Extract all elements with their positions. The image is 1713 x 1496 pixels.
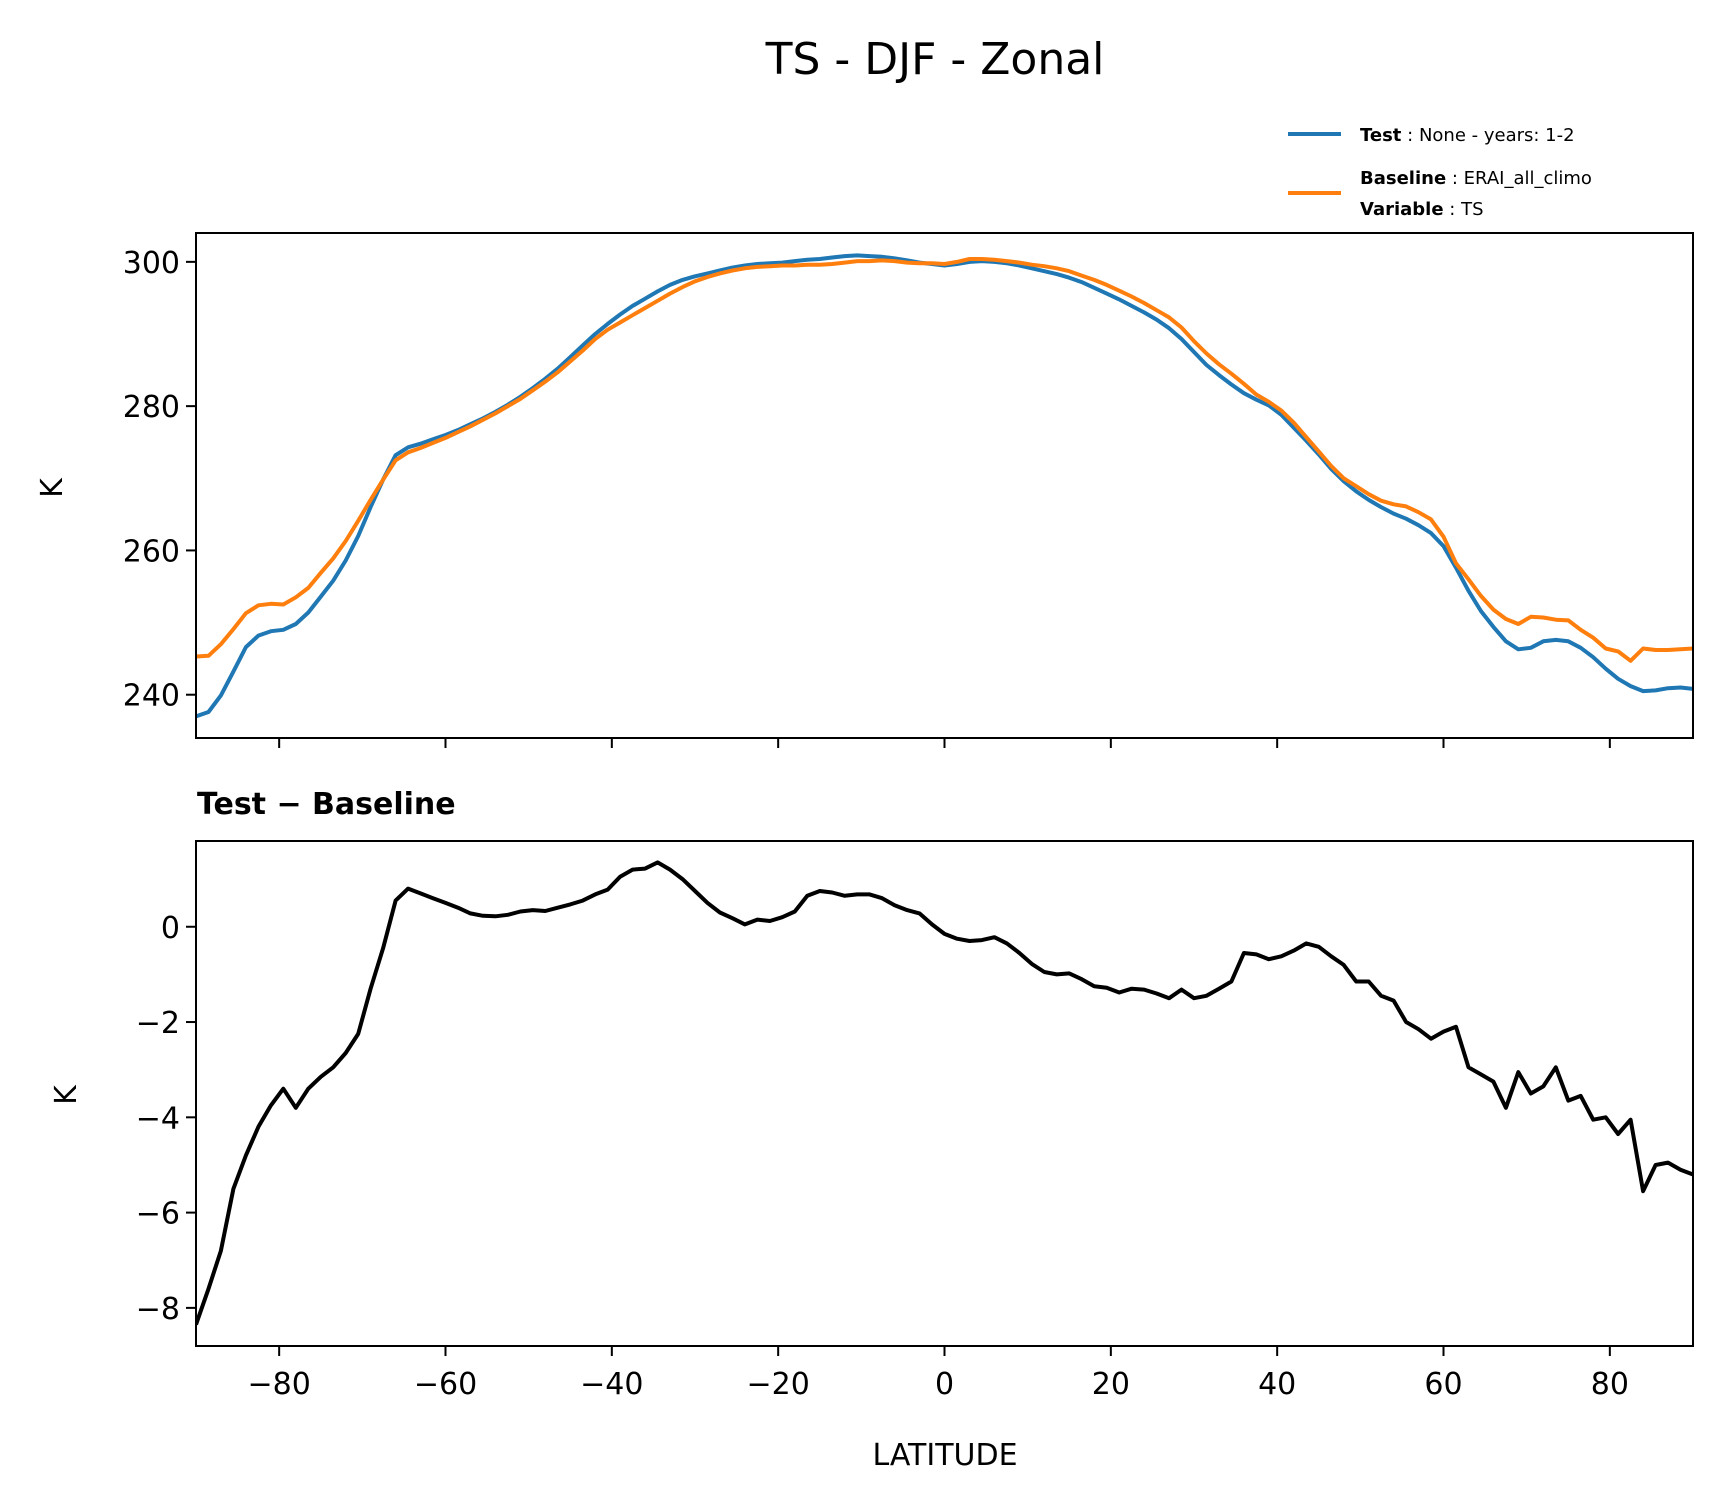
top-series-line-test <box>196 253 1693 719</box>
bottom-y-tick-label: −6 <box>136 1197 180 1232</box>
bottom-x-tick-label: 40 <box>1258 1367 1296 1402</box>
legend-baseline-value: ERAI_all_climo <box>1464 168 1592 189</box>
top-y-tick-label: 300 <box>123 246 180 281</box>
top-panel: 240 260 280 300 K <box>35 232 1694 748</box>
bottom-x-tick-label: 80 <box>1591 1367 1629 1402</box>
bottom-x-tick-label: −20 <box>747 1367 810 1402</box>
x-axis-label: LATITUDE <box>872 1438 1017 1473</box>
bottom-series-group <box>196 860 1693 1326</box>
legend-test-value: None - years: 1-2 <box>1419 125 1575 146</box>
bottom-x-axis: −80 −60 −40 −20 0 20 40 60 80 <box>248 1346 1629 1402</box>
top-y-axis: 240 260 280 300 <box>123 246 196 714</box>
chart-title: TS - DJF - Zonal <box>765 34 1105 85</box>
top-x-axis <box>278 738 1611 748</box>
top-series-line-baseline <box>196 257 1693 663</box>
bottom-x-tick-label: −60 <box>414 1367 477 1402</box>
top-series-group <box>196 253 1693 719</box>
bottom-y-tick-label: −8 <box>136 1292 180 1327</box>
bottom-panel: Test − Baseline −8−6−4−20 −80 −60 −40 −20 0 2… <box>49 787 1694 1473</box>
bottom-x-tick-label: 60 <box>1424 1367 1462 1402</box>
top-plot-frame <box>195 232 1694 739</box>
bottom-y-tick-label: −4 <box>136 1101 180 1136</box>
top-y-axis-label: K <box>35 477 70 498</box>
bottom-x-tick-label: 0 <box>935 1367 954 1402</box>
bottom-series-line-difference <box>196 860 1693 1326</box>
bottom-plot-frame <box>195 840 1694 1347</box>
legend-baseline-key: Baseline <box>1360 168 1446 189</box>
bottom-y-tick-label: −2 <box>136 1006 180 1041</box>
legend-variable-value: TS <box>1460 199 1483 220</box>
top-y-tick-label: 280 <box>123 390 180 425</box>
bottom-y-axis-label: K <box>49 1084 84 1105</box>
bottom-x-tick-label: 20 <box>1092 1367 1130 1402</box>
bottom-x-tick-label: −80 <box>248 1367 311 1402</box>
svg-text:Variable : TS: Variable : TS <box>1360 199 1484 220</box>
top-y-tick-label: 260 <box>123 534 180 569</box>
bottom-y-tick-label: 0 <box>161 911 180 946</box>
bottom-x-tick-label: −40 <box>580 1367 643 1402</box>
top-y-tick-label: 240 <box>123 679 180 714</box>
legend-variable-key: Variable <box>1360 199 1444 220</box>
legend-test-key: Test <box>1360 125 1402 146</box>
svg-text:Baseline : ERAI_all_climo: Baseline : ERAI_all_climo <box>1360 168 1592 189</box>
bottom-panel-title: Test − Baseline <box>197 787 456 822</box>
legend: Test : None - years: 1-2 Baseline : ERAI… <box>1288 125 1592 220</box>
svg-text:Test : None - years: 1-2: Test : None - years: 1-2 <box>1360 125 1575 146</box>
bottom-y-axis: −8 −6 −4 −2 0 <box>136 911 196 1327</box>
